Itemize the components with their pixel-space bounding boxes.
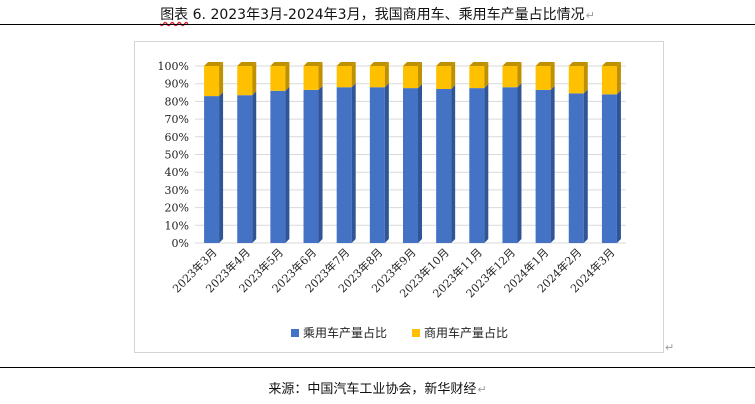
paragraph-mark-icon: ↵ (665, 341, 675, 354)
y-tick-label: 60% (165, 131, 189, 144)
bottom-rule (0, 367, 755, 368)
bar-commercial-top (535, 62, 555, 66)
bar-passenger (535, 89, 551, 244)
bar-commercial-side (550, 62, 555, 90)
bar-commercial-side (484, 62, 489, 89)
legend-swatch-commercial (412, 329, 420, 337)
y-tick-label: 30% (165, 184, 189, 197)
bar-commercial (436, 66, 452, 90)
bar-commercial (535, 66, 551, 90)
bar-passenger-side (583, 89, 588, 243)
top-rule (0, 24, 755, 25)
bar-passenger (237, 95, 253, 243)
bar-passenger-side (318, 85, 323, 244)
bar-passenger-side (451, 85, 456, 243)
bar-passenger (436, 89, 452, 243)
bar-commercial (237, 66, 253, 96)
bar-passenger (502, 87, 518, 244)
bar-passenger-side (418, 84, 422, 243)
bar-commercial (204, 66, 220, 97)
bar-passenger (601, 94, 617, 243)
bar-commercial-top (568, 62, 588, 66)
bar-commercial-top (336, 62, 356, 66)
y-tick-label: 80% (165, 95, 189, 108)
y-tick-label: 100% (158, 60, 189, 73)
bar-passenger (270, 90, 286, 243)
bar-commercial-side (616, 62, 621, 95)
figure-number: 6. (192, 7, 206, 23)
bar-commercial-top (403, 62, 422, 66)
bar-commercial-side (384, 62, 389, 88)
bar-passenger (336, 87, 352, 244)
bar-commercial (469, 66, 485, 89)
bar-passenger-side (616, 90, 621, 243)
bar-commercial (369, 66, 385, 88)
source-line: 来源：中国汽车工业协会，新华财经↵ (0, 378, 755, 397)
bar-commercial-side (583, 62, 588, 94)
y-tick-label: 0% (172, 237, 189, 250)
figure-label: 图表 (160, 7, 189, 23)
legend-label-passenger: 乘用车产量占比 (303, 325, 387, 340)
y-tick-label: 20% (165, 202, 189, 215)
y-tick-label: 70% (165, 113, 189, 126)
bar-passenger (303, 89, 319, 244)
y-tick-label: 90% (165, 78, 189, 91)
bar-commercial-side (451, 62, 456, 90)
y-tick-label: 40% (165, 166, 189, 179)
bar-commercial (601, 66, 617, 95)
bar-passenger-side (484, 84, 489, 243)
bar-commercial (403, 66, 418, 89)
bar-commercial-side (285, 62, 290, 91)
bar-commercial (336, 66, 352, 88)
bar-commercial-top (502, 62, 522, 66)
bar-commercial-top (204, 62, 224, 66)
bar-commercial-side (517, 62, 522, 88)
bar-passenger-side (285, 86, 290, 243)
bar-passenger-side (351, 83, 356, 244)
bar-commercial-top (369, 62, 389, 66)
bar-commercial-side (318, 62, 323, 90)
bar-commercial-side (252, 62, 257, 96)
paragraph-mark-icon: ↵ (477, 383, 487, 396)
bar-passenger-side (384, 83, 389, 244)
bar-commercial-top (436, 62, 456, 66)
paragraph-mark-icon: ↵ (585, 9, 595, 22)
source-text: 来源：中国汽车工业协会，新华财经 (268, 382, 477, 397)
legend-label-commercial: 商用车产量占比 (424, 325, 508, 340)
bar-commercial-side (351, 62, 356, 88)
bar-commercial-top (303, 62, 323, 66)
bar-commercial (568, 66, 584, 94)
figure-caption: 2023年3月-2024年3月，我国商用车、乘用车产量占比情况 (210, 7, 585, 23)
bar-commercial (270, 66, 286, 91)
bar-commercial-top (469, 62, 489, 66)
legend-swatch-passenger (291, 329, 299, 337)
bar-passenger-side (252, 91, 257, 243)
bar-commercial-side (418, 62, 422, 89)
bar-passenger-side (517, 83, 522, 244)
bar-passenger (568, 93, 584, 243)
bar-passenger (403, 88, 418, 243)
bar-passenger (204, 96, 220, 243)
bar-commercial-top (270, 62, 290, 66)
y-tick-label: 10% (165, 219, 189, 232)
bar-passenger-side (219, 92, 224, 243)
bar-commercial-side (219, 62, 224, 97)
bar-commercial-top (237, 62, 257, 66)
bar-commercial (502, 66, 518, 88)
bar-passenger (469, 88, 485, 243)
bar-passenger (369, 87, 385, 244)
figure-title: 图表 6. 2023年3月-2024年3月，我国商用车、乘用车产量占比情况↵ (0, 4, 755, 24)
bar-commercial-top (601, 62, 621, 66)
bar-passenger-side (550, 85, 555, 244)
bar-commercial (303, 66, 319, 90)
y-tick-label: 50% (165, 149, 189, 162)
